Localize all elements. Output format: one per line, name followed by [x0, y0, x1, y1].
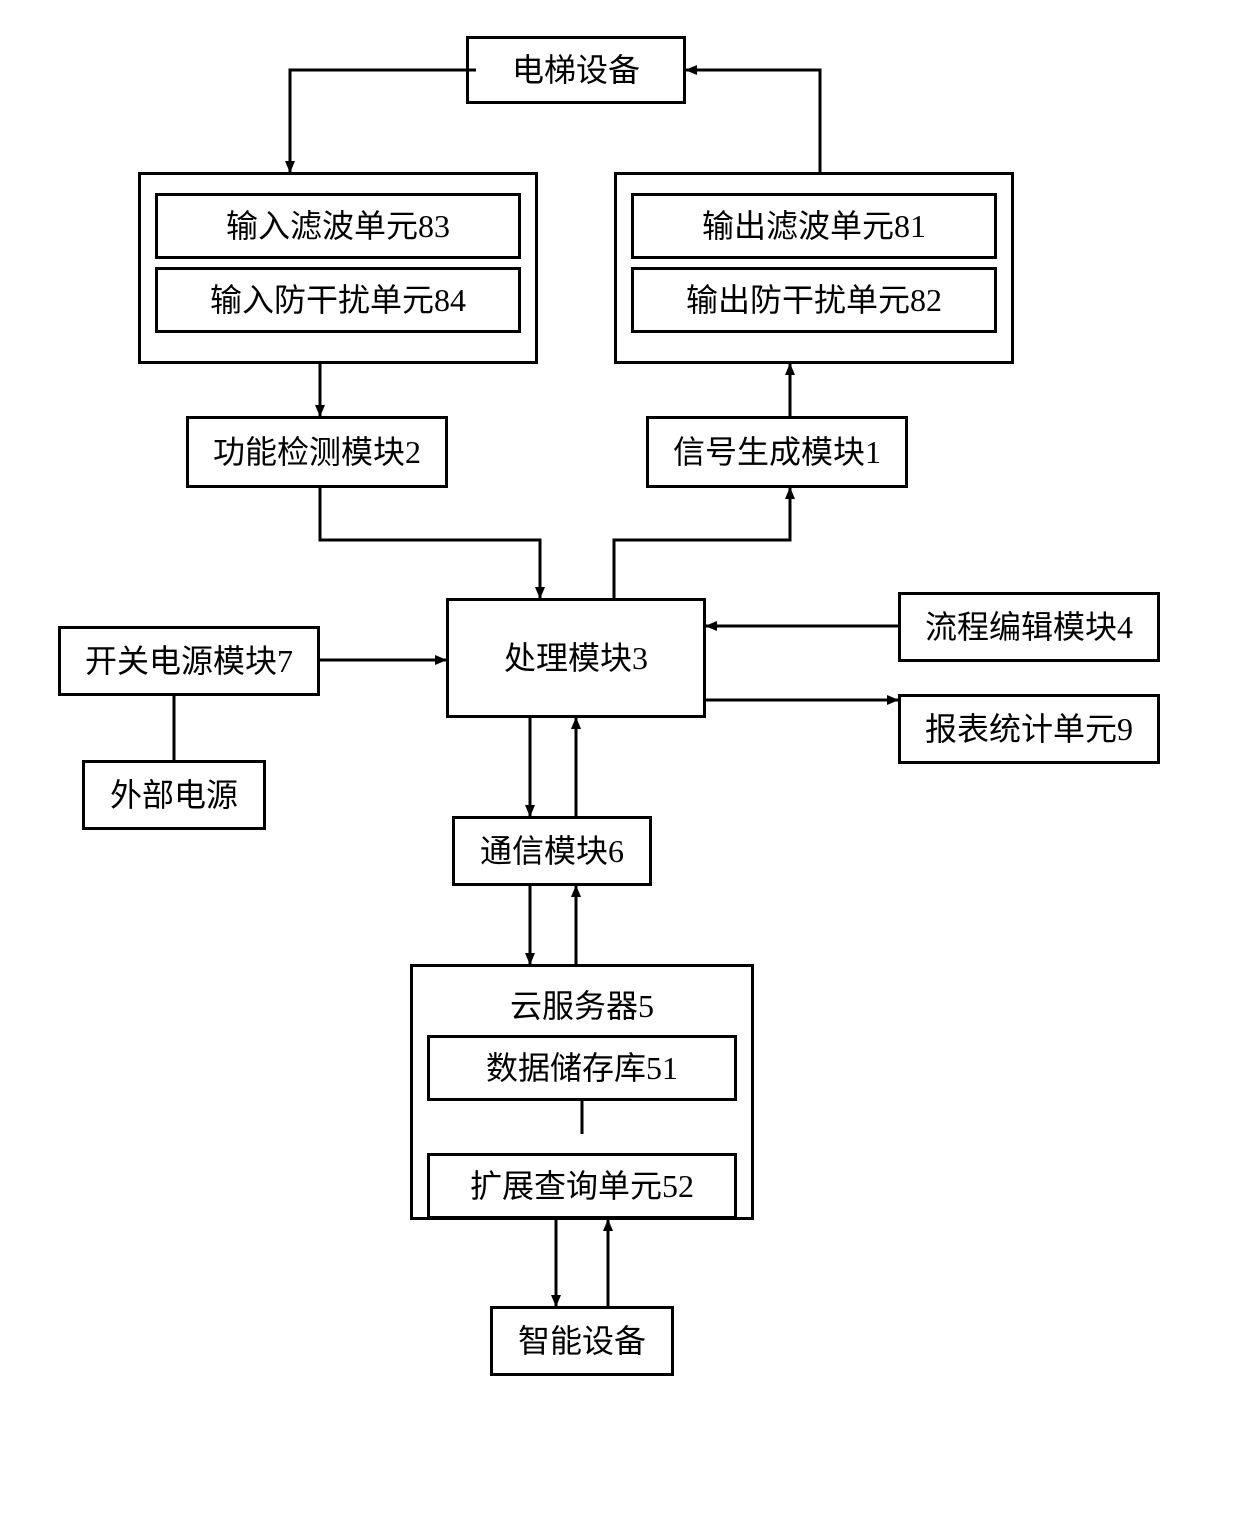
node-switch-power-7: 开关电源模块7: [58, 626, 320, 696]
node-output-antijam-82: 输出防干扰单元82: [631, 267, 997, 333]
node-report-stat-9-label: 报表统计单元9: [925, 710, 1133, 748]
edge-elevator-input: [290, 70, 476, 172]
node-func-detect-2-label: 功能检测模块2: [213, 433, 421, 471]
node-elevator: 电梯设备: [466, 36, 686, 104]
node-input-filter-83: 输入滤波单元83: [155, 193, 521, 259]
node-output-antijam-82-label: 输出防干扰单元82: [686, 281, 942, 319]
node-signal-gen-1: 信号生成模块1: [646, 416, 908, 488]
node-comm-6: 通信模块6: [452, 816, 652, 886]
node-func-detect-2: 功能检测模块2: [186, 416, 448, 488]
node-processing-3-label: 处理模块3: [504, 639, 648, 677]
node-input-antijam-84: 输入防干扰单元84: [155, 267, 521, 333]
node-input-filter-83-label: 输入滤波单元83: [226, 207, 450, 245]
node-data-store-51-label: 数据储存库51: [486, 1049, 678, 1087]
node-data-store-51: 数据储存库51: [427, 1035, 737, 1101]
node-signal-gen-1-label: 信号生成模块1: [673, 433, 881, 471]
node-smart-device: 智能设备: [490, 1306, 674, 1376]
node-cloud-5-title: 云服务器5: [413, 973, 751, 1031]
node-switch-power-7-label: 开关电源模块7: [85, 642, 293, 680]
node-flow-edit-4-label: 流程编辑模块4: [925, 608, 1133, 646]
node-comm-6-label: 通信模块6: [480, 832, 624, 870]
edge-funcdetect-processing: [320, 488, 540, 598]
node-cloud-5-title-label: 云服务器5: [510, 988, 654, 1024]
node-flow-edit-4: 流程编辑模块4: [898, 592, 1160, 662]
node-ext-power: 外部电源: [82, 760, 266, 830]
node-output-filter-81-label: 输出滤波单元81: [702, 207, 926, 245]
node-elevator-label: 电梯设备: [512, 51, 640, 89]
node-ext-power-label: 外部电源: [110, 776, 238, 814]
node-output-filter-81: 输出滤波单元81: [631, 193, 997, 259]
node-output-filter-group: 输出滤波单元81 输出防干扰单元82: [614, 172, 1014, 364]
node-expand-query-52-label: 扩展查询单元52: [470, 1167, 694, 1205]
node-report-stat-9: 报表统计单元9: [898, 694, 1160, 764]
node-expand-query-52: 扩展查询单元52: [427, 1153, 737, 1219]
node-input-filter-group: 输入滤波单元83 输入防干扰单元84: [138, 172, 538, 364]
node-input-antijam-84-label: 输入防干扰单元84: [210, 281, 466, 319]
node-smart-device-label: 智能设备: [518, 1322, 646, 1360]
node-processing-3: 处理模块3: [446, 598, 706, 718]
edge-output-elevator: [686, 70, 820, 172]
node-cloud-5: 云服务器5 数据储存库51 扩展查询单元52: [410, 964, 754, 1220]
edge-processing-signalgen: [614, 488, 790, 598]
